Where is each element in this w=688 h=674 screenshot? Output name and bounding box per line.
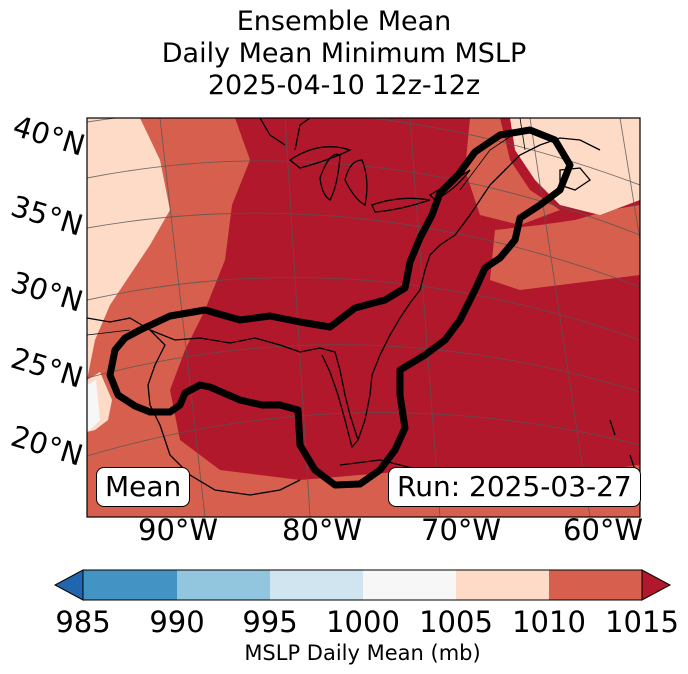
colorbar-tick-1005: 1005: [419, 605, 493, 639]
colorbar-above-extension: [641, 569, 672, 601]
colorbar-bin-995-1000: [270, 570, 363, 600]
lon-label-60w: 60°W: [563, 513, 644, 547]
colorbar-bin-1000-1005: [363, 570, 456, 600]
mean-label-box: Mean: [96, 467, 191, 507]
low-pressure-contour: [106, 126, 574, 489]
colorbar-bin-1005-1010: [456, 570, 549, 600]
field-1010-1015-west: [87, 118, 640, 517]
colorbar-tick-1010: 1010: [512, 605, 586, 639]
colorbar-bin-990-995: [177, 570, 270, 600]
run-date-box: Run: 2025-03-27: [388, 467, 641, 507]
field-1010-1015-east: [490, 205, 640, 290]
title-line-3: 2025-04-10 12z-12z: [207, 70, 481, 101]
colorbar-tick-990: 990: [149, 605, 205, 639]
lon-label-80w: 80°W: [282, 513, 363, 547]
colorbar-tick-995: 995: [242, 605, 298, 639]
lon-label-70w: 70°W: [421, 513, 502, 547]
colorbar-below-extension: [53, 569, 84, 601]
graticule: [87, 118, 640, 517]
colorbar-label: MSLP Daily Mean (mb): [244, 641, 481, 665]
lon-label-90w: 90°W: [138, 513, 219, 547]
colorbar-tick-985: 985: [55, 605, 111, 639]
colorbar-bin-1010-1015: [549, 570, 642, 600]
field-1000-1005-southwest: [87, 380, 100, 430]
field-1005-1010-west: [87, 118, 170, 380]
title-line-2: Daily Mean Minimum MSLP: [161, 38, 527, 69]
colorbar-tick-1015: 1015: [605, 605, 679, 639]
field-1005-1010-northeast: [510, 118, 640, 215]
title-line-1: Ensemble Mean: [236, 6, 452, 37]
colorbar-tick-1000: 1000: [326, 605, 400, 639]
colorbar-bin-985-990: [83, 570, 177, 600]
